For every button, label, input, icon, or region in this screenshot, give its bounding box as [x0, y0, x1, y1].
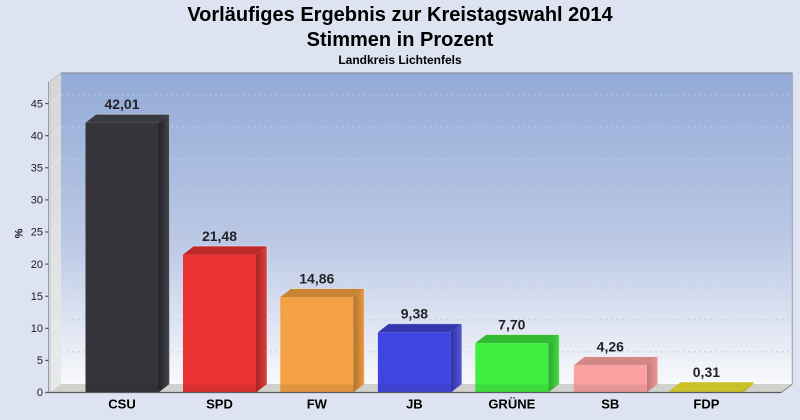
svg-text:45: 45	[31, 98, 43, 110]
svg-text:4,26: 4,26	[597, 339, 624, 355]
svg-text:GRÜNE: GRÜNE	[488, 397, 535, 412]
svg-text:14,86: 14,86	[299, 270, 334, 286]
svg-text:40: 40	[31, 130, 43, 142]
svg-text:SB: SB	[601, 397, 619, 412]
svg-text:10: 10	[31, 323, 43, 335]
svg-text:JB: JB	[406, 397, 423, 412]
svg-text:CSU: CSU	[108, 397, 135, 412]
svg-text:35: 35	[31, 163, 43, 175]
svg-text:0: 0	[37, 387, 43, 399]
svg-text:9,38: 9,38	[401, 306, 428, 322]
svg-text:0,31: 0,31	[693, 364, 720, 380]
svg-text:15: 15	[31, 291, 43, 303]
svg-text:FDP: FDP	[693, 397, 719, 412]
svg-text:FW: FW	[307, 397, 328, 412]
svg-text:42,01: 42,01	[104, 96, 139, 112]
svg-text:30: 30	[31, 195, 43, 207]
svg-text:SPD: SPD	[206, 397, 233, 412]
svg-text:20: 20	[31, 259, 43, 271]
svg-text:25: 25	[31, 227, 43, 239]
svg-text:7,70: 7,70	[498, 316, 525, 332]
svg-text:%: %	[14, 228, 26, 238]
svg-text:5: 5	[37, 355, 43, 367]
svg-text:21,48: 21,48	[202, 228, 237, 244]
